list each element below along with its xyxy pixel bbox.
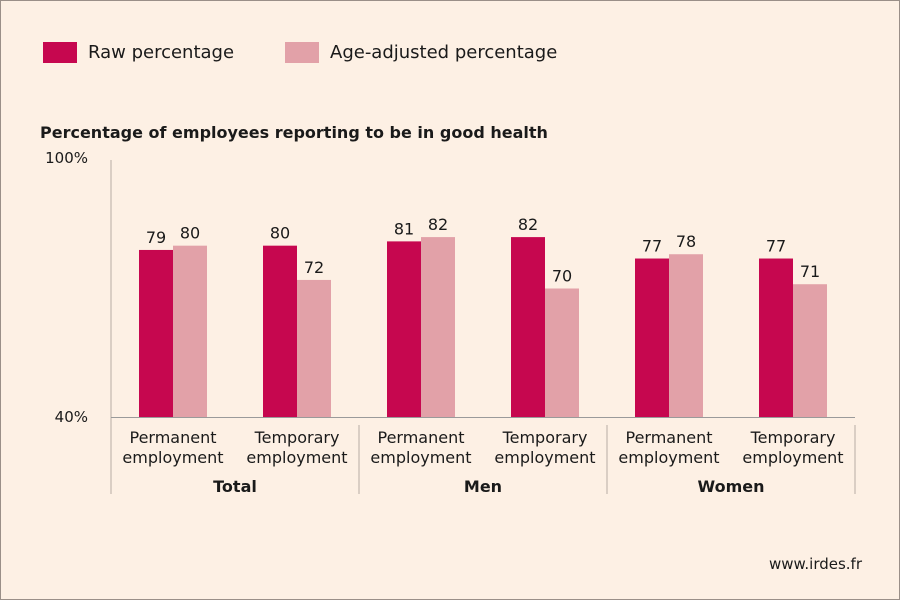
legend-label-adjusted: Age-adjusted percentage	[330, 42, 557, 63]
category-label-5-line0: Temporary	[750, 428, 836, 447]
bar-raw-0	[139, 249, 173, 417]
value-label-raw-1: 80	[270, 224, 290, 243]
category-label-3-line0: Temporary	[502, 428, 588, 447]
value-label-adjusted-4: 78	[676, 232, 696, 251]
category-label-1-line1: employment	[246, 448, 347, 467]
legend-swatch-adjusted	[285, 42, 319, 63]
bar-adjusted-1	[297, 279, 331, 417]
group-label-0: Total	[213, 477, 257, 496]
bars	[139, 237, 827, 417]
group-labels: Total Men Women	[213, 425, 856, 496]
value-label-adjusted-2: 82	[428, 215, 448, 234]
category-label-2-line0: Permanent	[377, 428, 464, 447]
value-label-raw-5: 77	[766, 237, 786, 256]
category-label-2-line1: employment	[370, 448, 471, 467]
y-tick-bottom: 40%	[55, 408, 88, 426]
value-label-adjusted-1: 72	[304, 258, 324, 277]
bar-adjusted-5	[793, 284, 827, 417]
value-label-adjusted-0: 80	[180, 224, 200, 243]
bar-adjusted-4	[669, 254, 703, 417]
bar-adjusted-2	[421, 237, 455, 417]
category-label-0-line0: Permanent	[129, 428, 216, 447]
category-labels: PermanentemploymentTemporaryemploymentPe…	[122, 428, 843, 467]
value-label-adjusted-3: 70	[552, 267, 572, 286]
bar-raw-4	[635, 258, 669, 417]
bar-adjusted-0	[173, 245, 207, 417]
bar-raw-3	[511, 237, 545, 417]
category-label-5-line1: employment	[742, 448, 843, 467]
bar-adjusted-3	[545, 288, 579, 417]
category-label-4-line0: Permanent	[625, 428, 712, 447]
bar-raw-2	[387, 241, 421, 417]
value-label-raw-2: 81	[394, 219, 414, 238]
value-label-adjusted-5: 71	[800, 262, 820, 281]
category-label-1-line0: Temporary	[254, 428, 340, 447]
category-label-4-line1: employment	[618, 448, 719, 467]
category-label-0-line1: employment	[122, 448, 223, 467]
value-label-raw-0: 79	[146, 228, 166, 247]
bar-raw-1	[263, 245, 297, 417]
value-label-raw-3: 82	[518, 215, 538, 234]
value-label-raw-4: 77	[642, 237, 662, 256]
bar-raw-5	[759, 258, 793, 417]
legend-swatch-raw	[43, 42, 77, 63]
source-label: www.irdes.fr	[769, 555, 863, 573]
y-tick-top: 100%	[45, 149, 88, 167]
legend: Raw percentage Age-adjusted percentage	[43, 42, 557, 63]
category-label-3-line1: employment	[494, 448, 595, 467]
group-label-2: Women	[698, 477, 765, 496]
legend-label-raw: Raw percentage	[88, 42, 234, 63]
chart-title: Percentage of employees reporting to be …	[40, 123, 548, 142]
group-label-1: Men	[464, 477, 502, 496]
value-labels: 79 80 80 72 81 82 82 70 77 78 77 71	[146, 215, 820, 285]
